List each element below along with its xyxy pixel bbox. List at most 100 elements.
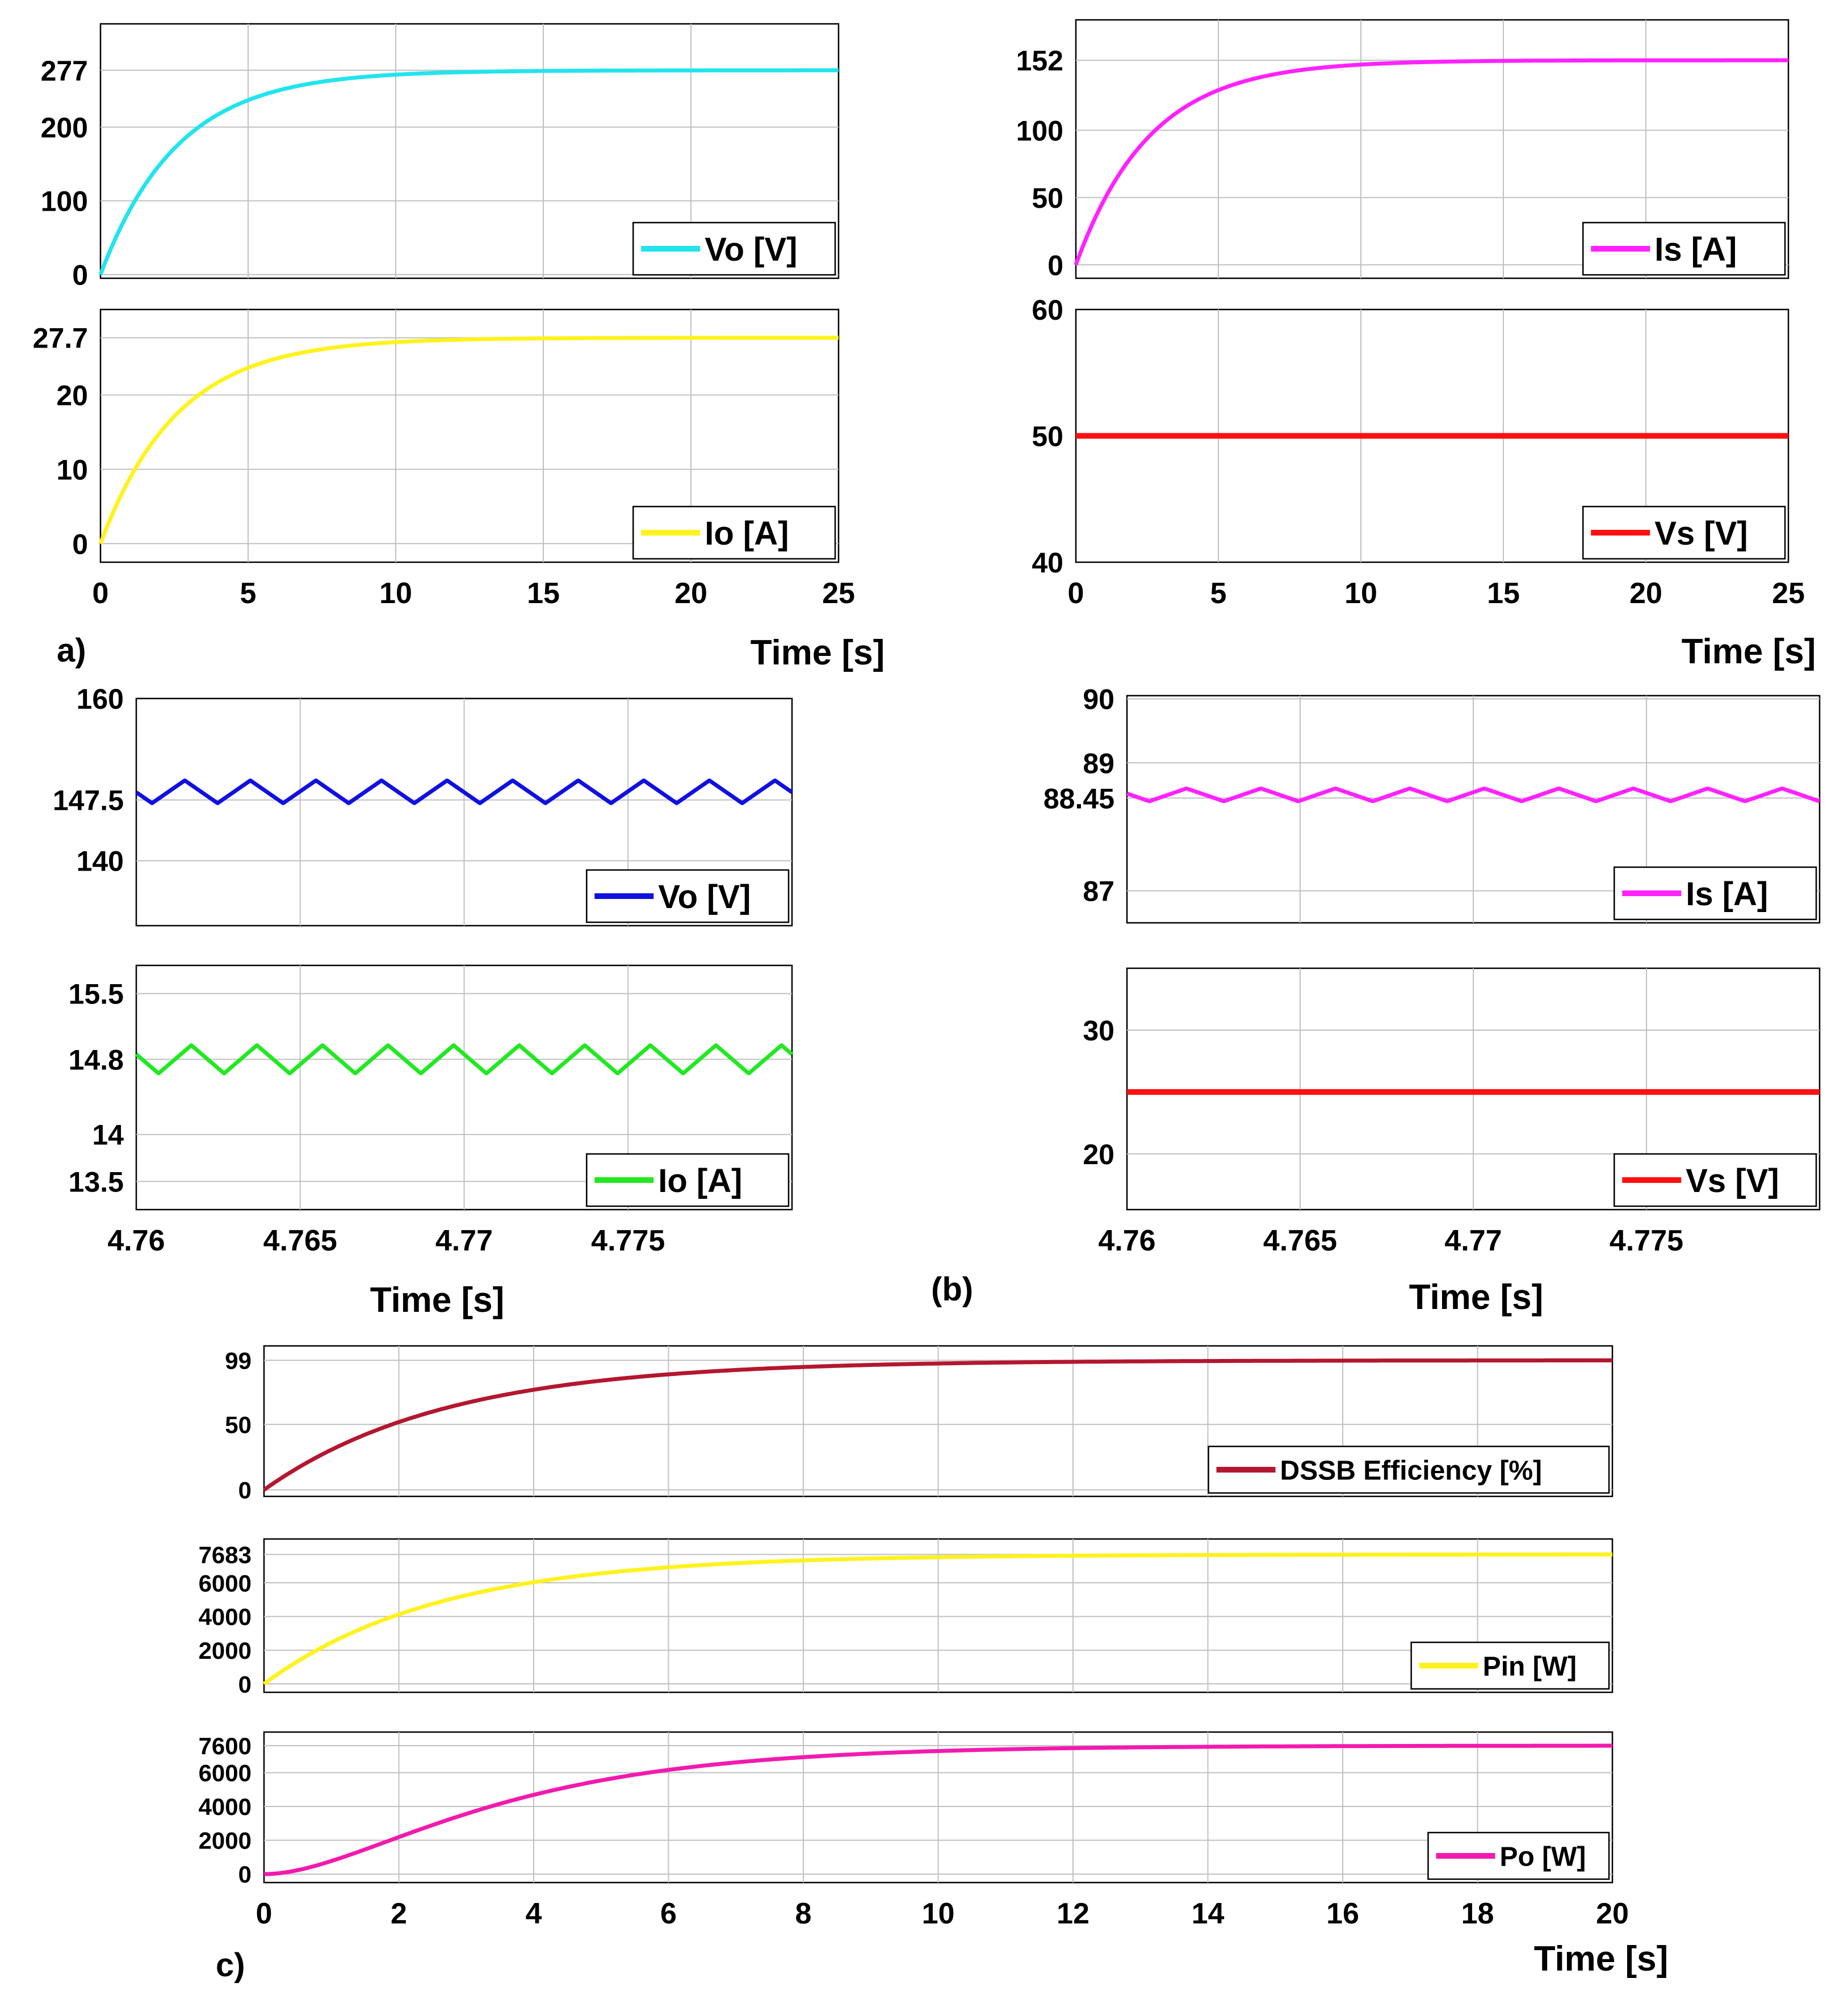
chart-b-vs: 4.76 4.765 4.77 4.775 20 30 Vs [V] Time [s] (1083, 967, 1821, 1317)
y-tick-label: 200 (41, 112, 88, 144)
y-tick-label: 100 (1016, 115, 1063, 147)
x-tick-label: 20 (674, 577, 707, 610)
legend-label: Pin [W] (1483, 1651, 1577, 1682)
y-tick-label: 27.7 (33, 323, 88, 354)
legend: Pin [W] (1410, 1641, 1610, 1690)
legend: Io [A] (632, 505, 836, 560)
y-tick-label: 2000 (199, 1827, 252, 1854)
x-tick-label: 10 (379, 577, 412, 610)
legend-label: Vo [V] (658, 879, 751, 915)
y-tick-label: 99 (225, 1347, 252, 1374)
x-tick-label: 4.775 (591, 1224, 665, 1257)
legend-label: Io [A] (705, 515, 789, 552)
y-tick-label: 50 (1032, 421, 1063, 453)
x-axis-title: Time [s] (1409, 1278, 1544, 1317)
y-tick-label: 2000 (199, 1637, 252, 1664)
legend-label: Io [A] (658, 1162, 742, 1199)
y-tick-label: 6000 (199, 1760, 252, 1787)
legend: Vs [V] (1613, 1153, 1817, 1207)
x-tick-label: 5 (1210, 577, 1227, 610)
y-tick-label: 7683 (199, 1541, 252, 1568)
y-tick-label: 20 (56, 380, 88, 412)
x-tick-label: 25 (1772, 577, 1805, 610)
x-tick-label: 4.765 (1263, 1224, 1337, 1257)
series-line-a-vo (98, 68, 839, 275)
x-tick-label: 4 (526, 1897, 542, 1930)
x-tick-label: 16 (1326, 1897, 1359, 1930)
legend-label: Vs [V] (1654, 515, 1748, 552)
legend: Is [A] (1613, 866, 1817, 921)
y-tick-label: 0 (238, 1861, 252, 1888)
x-tick-label: 4.775 (1610, 1224, 1683, 1257)
y-tick-label: 88.45 (1044, 783, 1114, 814)
legend: DSSB Efficiency [%] (1208, 1445, 1610, 1494)
x-tick-label: 20 (1629, 577, 1662, 610)
series-line-b-is (1125, 787, 1821, 804)
x-tick-label: 0 (93, 577, 109, 610)
x-axis-title: Time [s] (1682, 632, 1816, 671)
x-tick-label: 4.77 (435, 1224, 493, 1257)
y-tick-label: 0 (238, 1671, 252, 1697)
x-axis-title: Time [s] (1534, 1939, 1669, 1979)
y-tick-label: 89 (1083, 747, 1114, 779)
x-tick-label: 4.76 (1098, 1224, 1155, 1257)
chart-a-vs: 0 5 10 15 20 25 40 50 60 Vs [V] Time [s] (1032, 294, 1816, 671)
chart-b-is: 87 88.45 89 90 Is [A] (1044, 684, 1821, 924)
x-tick-label: 4.77 (1444, 1224, 1502, 1257)
legend-label: Vs [V] (1686, 1162, 1779, 1199)
x-tick-label: 10 (922, 1897, 955, 1930)
x-tick-label: 25 (822, 577, 855, 610)
figure-label-a: a) (57, 632, 86, 669)
x-tick-label: 0 (256, 1897, 273, 1930)
y-tick-label: 14.8 (69, 1044, 124, 1076)
chart-b-vo: 140 147.5 160 Vo [V] (53, 683, 794, 927)
series-line-b-io (135, 1043, 794, 1076)
y-tick-label: 90 (1083, 684, 1114, 716)
x-tick-label: 20 (1596, 1897, 1629, 1930)
y-tick-label: 7600 (199, 1733, 252, 1759)
x-axis-title: Time [s] (370, 1281, 505, 1320)
y-tick-label: 50 (225, 1411, 252, 1438)
x-tick-label: 15 (1487, 577, 1520, 610)
y-tick-label: 30 (1083, 1015, 1114, 1047)
legend: Vo [V] (632, 221, 836, 276)
x-tick-label: 10 (1344, 577, 1377, 610)
y-tick-label: 147.5 (53, 785, 124, 817)
legend: Is [A] (1582, 221, 1786, 276)
y-tick-label: 140 (77, 846, 124, 877)
y-tick-label: 277 (41, 55, 88, 87)
chart-a-vo: 0 100 200 277 Vo [V] (41, 23, 840, 291)
y-tick-label: 6000 (199, 1570, 252, 1596)
figure-label-b: (b) (931, 1271, 973, 1308)
chart-a-io: 0 5 10 15 20 25 0 10 20 27.7 Io [A] Time [s] (33, 308, 885, 672)
y-tick-label: 87 (1083, 876, 1114, 907)
x-tick-label: 5 (240, 577, 257, 610)
y-tick-label: 40 (1032, 547, 1063, 579)
y-tick-label: 0 (72, 260, 88, 291)
y-tick-label: 14 (92, 1119, 124, 1151)
x-tick-label: 8 (795, 1897, 812, 1930)
figure-label-c: c) (216, 1947, 245, 1984)
y-tick-label: 0 (1047, 249, 1063, 281)
x-tick-label: 0 (1068, 577, 1084, 610)
y-tick-label: 4000 (199, 1793, 252, 1820)
series-line-c-po (263, 1743, 1612, 1876)
x-tick-label: 14 (1192, 1897, 1225, 1930)
x-tick-label: 4.76 (107, 1224, 165, 1257)
y-tick-label: 13.5 (69, 1166, 124, 1198)
series-line-a-io (98, 336, 839, 545)
y-tick-label: 20 (1083, 1139, 1114, 1170)
y-tick-label: 10 (56, 454, 88, 486)
legend: Po [W] (1427, 1831, 1610, 1880)
x-tick-label: 2 (391, 1897, 407, 1930)
legend: Vs [V] (1582, 505, 1786, 560)
legend-label: Vo [V] (705, 231, 797, 268)
legend: Vo [V] (585, 869, 790, 923)
x-tick-label: 6 (660, 1897, 677, 1930)
series-line-c-pin (262, 1552, 1612, 1686)
x-axis-title: Time [s] (751, 633, 885, 672)
